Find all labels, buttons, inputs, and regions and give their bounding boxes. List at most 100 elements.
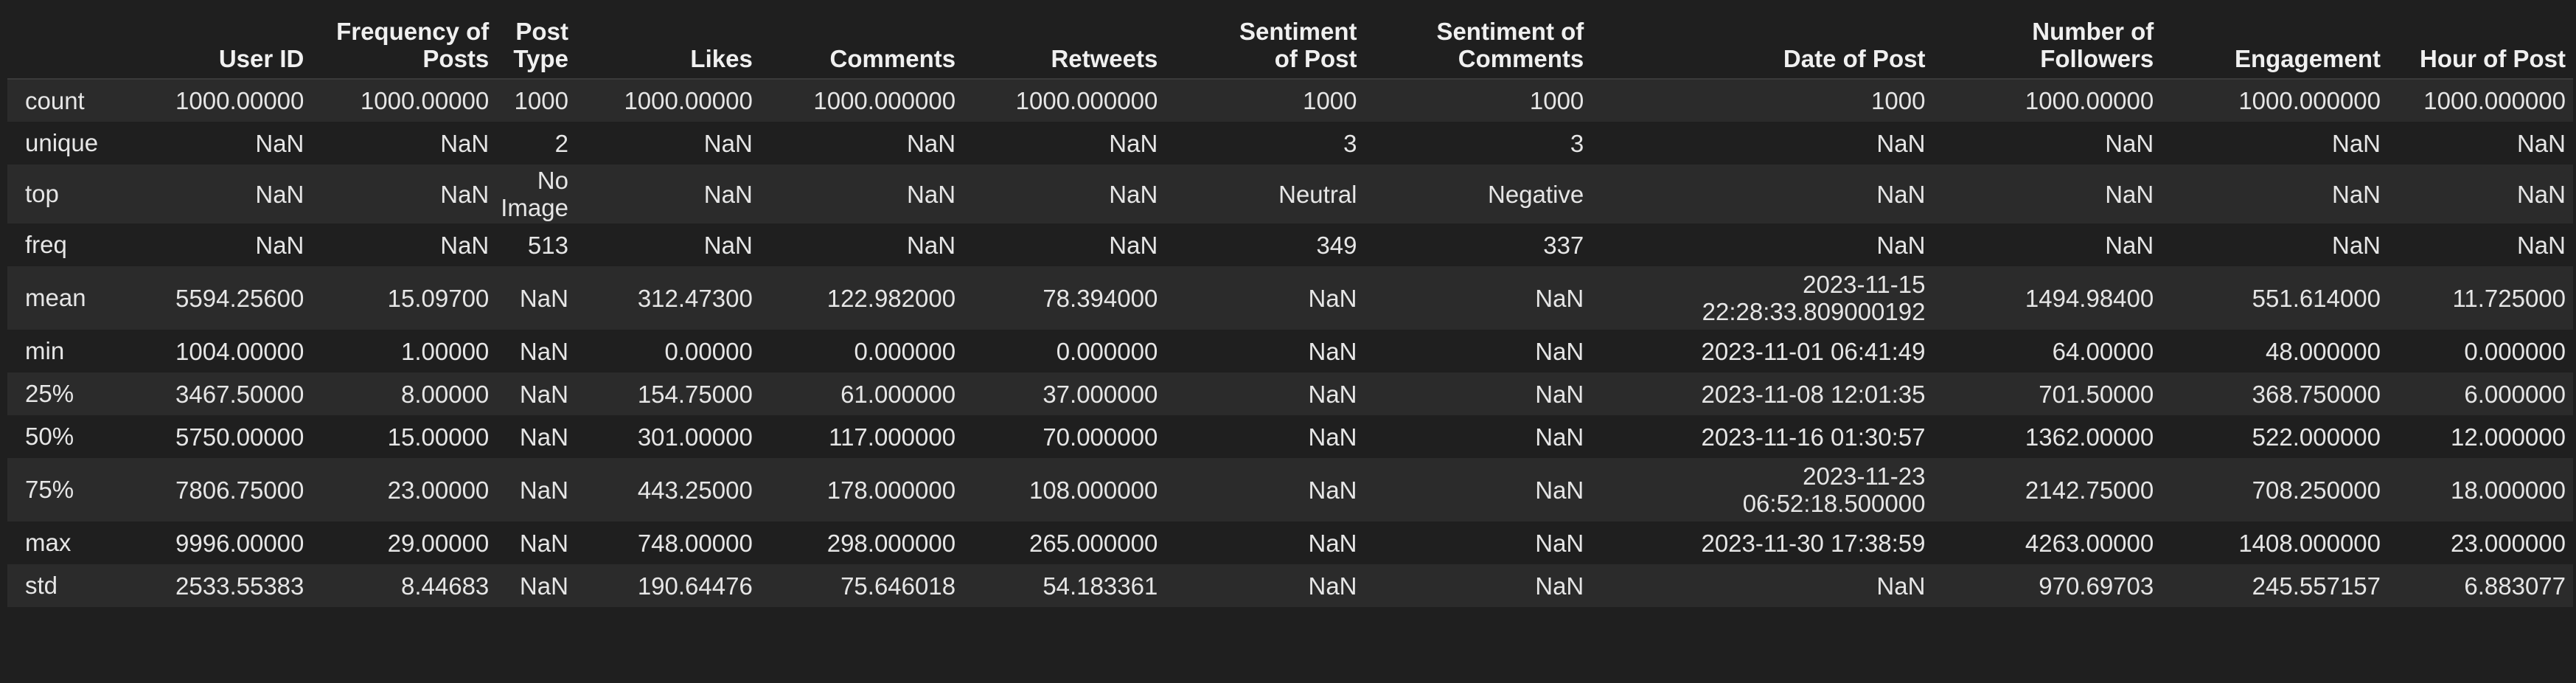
table-cell: 551.614000 xyxy=(2252,284,2381,312)
table-cell: 23.000000 xyxy=(2451,529,2566,557)
table-cell: 12.000000 xyxy=(2451,423,2566,451)
table-cell: 37.000000 xyxy=(1042,380,1158,408)
table-cell: NaN xyxy=(703,129,753,157)
table-cell: 2023-11-30 17:38:59 xyxy=(1701,529,1926,557)
table-cell: 368.750000 xyxy=(2252,380,2381,408)
table-cell: NaN xyxy=(1535,337,1584,365)
table-cell: NaN xyxy=(2105,129,2154,157)
table-cell: 522.000000 xyxy=(2252,423,2381,451)
table-cell: 9996.00000 xyxy=(175,529,304,557)
row-label: std xyxy=(25,572,58,599)
column-header-date-of-post: Date of Post xyxy=(1591,7,1933,80)
table-row-max: max 9996.00000 29.00000 NaN 748.00000 29… xyxy=(7,521,2573,564)
table-cell: NaN xyxy=(1535,529,1584,557)
table-cell: NaN xyxy=(1535,423,1584,451)
table-cell: 54.183361 xyxy=(1042,572,1158,600)
table-cell: NaN xyxy=(1535,572,1584,600)
table-cell: 178.000000 xyxy=(826,476,956,504)
table-row-std: std 2533.55383 8.44683 NaN 190.64476 75.… xyxy=(7,564,2573,607)
table-cell: 312.47300 xyxy=(637,284,753,312)
table-cell: NaN xyxy=(519,572,568,600)
table-cell: 2023-11-08 12:01:35 xyxy=(1701,380,1926,408)
table-cell: 1000.00000 xyxy=(2025,87,2154,114)
table-cell: 8.00000 xyxy=(400,380,490,408)
row-label: top xyxy=(25,180,59,207)
table-cell: NaN xyxy=(1308,572,1357,600)
table-cell: 15.09700 xyxy=(387,284,490,312)
table-cell: NaN xyxy=(1535,284,1584,312)
column-header-likes: Likes xyxy=(575,7,760,80)
table-cell: 7806.75000 xyxy=(175,476,304,504)
table-cell: 1.00000 xyxy=(400,337,490,365)
index-header xyxy=(7,7,124,80)
table-cell: 5594.25600 xyxy=(175,284,304,312)
table-cell: NaN xyxy=(1308,337,1357,365)
table-cell: 301.00000 xyxy=(637,423,753,451)
table-cell: NaN xyxy=(1308,423,1357,451)
table-cell: NaN xyxy=(907,180,956,208)
table-cell: 23.00000 xyxy=(387,476,490,504)
column-header-comments: Comments xyxy=(759,7,964,80)
table-cell: 748.00000 xyxy=(637,529,753,557)
table-cell: NaN xyxy=(519,380,568,408)
table-header-row: User ID Frequency of Posts Post Type Lik… xyxy=(7,7,2573,80)
table-cell: 0.000000 xyxy=(1056,337,1158,365)
table-cell: NaN xyxy=(703,180,753,208)
table-cell: 349 xyxy=(1316,231,1357,259)
table-row-mean: mean 5594.25600 15.09700 NaN 312.47300 1… xyxy=(7,266,2573,330)
table-cell: 3 xyxy=(1570,129,1584,157)
table-cell: NaN xyxy=(2516,231,2566,259)
table-cell: NaN xyxy=(440,180,490,208)
table-cell: NaN xyxy=(907,129,956,157)
table-row-count: count 1000.00000 1000.00000 1000 1000.00… xyxy=(7,79,2573,122)
table-cell: NaN xyxy=(1109,180,1158,208)
table-cell: 298.000000 xyxy=(826,529,956,557)
table-cell: 701.50000 xyxy=(2039,380,2154,408)
table-cell: 6.000000 xyxy=(2464,380,2566,408)
table-cell: 1000.00000 xyxy=(624,87,753,114)
table-cell: 122.982000 xyxy=(826,284,956,312)
table-cell: 2023-11-15 22:28:33.809000192 xyxy=(1702,271,1926,325)
table-row-75pct: 75% 7806.75000 23.00000 NaN 443.25000 17… xyxy=(7,458,2573,521)
table-cell: 18.000000 xyxy=(2451,476,2566,504)
table-cell: NaN xyxy=(255,129,304,157)
table-cell: NaN xyxy=(1876,572,1926,600)
table-cell: 2142.75000 xyxy=(2025,476,2154,504)
table-cell: 2 xyxy=(554,129,568,157)
table-cell: NaN xyxy=(1876,129,1926,157)
table-cell: 78.394000 xyxy=(1042,284,1158,312)
table-cell: NaN xyxy=(1535,380,1584,408)
table-cell: 48.000000 xyxy=(2266,337,2381,365)
table-cell: 1494.98400 xyxy=(2025,284,2154,312)
column-header-retweets: Retweets xyxy=(963,7,1166,80)
row-label: unique xyxy=(25,129,99,156)
column-header-post-type: Post Type xyxy=(496,7,576,80)
table-cell: 15.00000 xyxy=(387,423,490,451)
table-cell: NaN xyxy=(519,476,568,504)
table-cell: 0.000000 xyxy=(2464,337,2566,365)
table-cell: Neutral xyxy=(1278,180,1357,208)
table-cell: NaN xyxy=(440,231,490,259)
row-label: max xyxy=(25,529,72,556)
column-header-hour-of-post: Hour of Post xyxy=(2388,7,2573,80)
table-cell: 1000 xyxy=(514,87,568,114)
table-cell: 1000.00000 xyxy=(175,87,304,114)
table-cell: 0.000000 xyxy=(854,337,956,365)
table-cell: 2533.55383 xyxy=(175,572,304,600)
table-cell: NaN xyxy=(2331,231,2381,259)
table-cell: Negative xyxy=(1488,180,1584,208)
column-header-number-of-followers: Number of Followers xyxy=(1932,7,2162,80)
row-label: min xyxy=(25,337,65,364)
table-cell: NaN xyxy=(1876,180,1926,208)
table-cell: 1000.00000 xyxy=(360,87,490,114)
table-cell: 2023-11-16 01:30:57 xyxy=(1701,423,1926,451)
table-cell: 29.00000 xyxy=(387,529,490,557)
table-cell: 443.25000 xyxy=(637,476,753,504)
row-label: 25% xyxy=(25,380,74,407)
table-cell: 11.725000 xyxy=(2452,284,2566,312)
table-cell: 1004.00000 xyxy=(175,337,304,365)
column-header-engagement: Engagement xyxy=(2161,7,2389,80)
column-header-sentiment-of-comments: Sentiment of Comments xyxy=(1364,7,1592,80)
table-row-min: min 1004.00000 1.00000 NaN 0.00000 0.000… xyxy=(7,330,2573,372)
